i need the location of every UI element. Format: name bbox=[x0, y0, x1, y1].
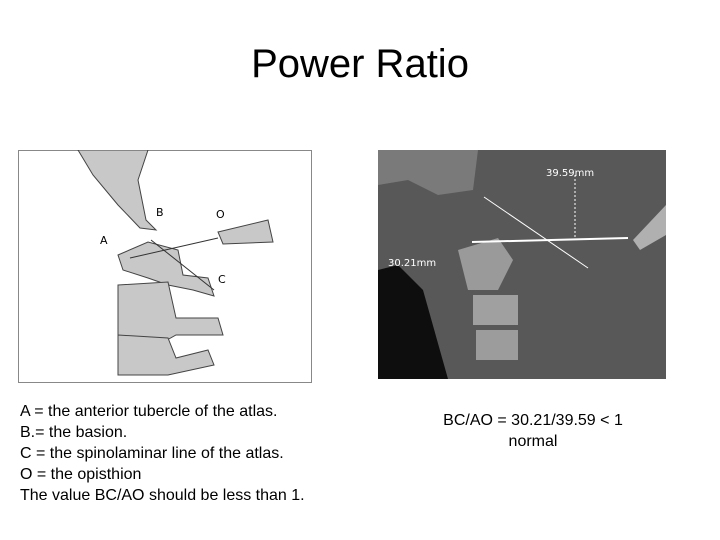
ao-label: 39.59mm bbox=[546, 168, 594, 179]
label-o: O bbox=[216, 208, 225, 221]
legend-line: The value BC/AO should be less than 1. bbox=[20, 487, 305, 504]
label-b: B bbox=[156, 206, 164, 219]
label-a: A bbox=[100, 234, 108, 247]
ao-line bbox=[129, 237, 219, 259]
label-c: C bbox=[218, 273, 226, 286]
bc-label: 30.21mm bbox=[388, 258, 436, 269]
skull-base bbox=[77, 150, 158, 231]
airway bbox=[378, 265, 448, 379]
c3-body bbox=[473, 295, 518, 325]
ct-scan: 39.59mm 30.21mm bbox=[378, 150, 666, 379]
legend-line: C = the spinolaminar line of the atlas. bbox=[20, 445, 284, 462]
c3 bbox=[117, 334, 215, 376]
opisthion bbox=[217, 219, 274, 245]
bc-line bbox=[150, 239, 215, 291]
spine-diagram: B O A C bbox=[18, 150, 312, 383]
legend-line: A = the anterior tubercle of the atlas. bbox=[20, 403, 278, 420]
slide-title: Power Ratio bbox=[251, 42, 469, 86]
bc-measure bbox=[483, 196, 589, 269]
result-line: BC/AO = 30.21/39.59 < 1 bbox=[443, 412, 623, 429]
occiput bbox=[633, 205, 666, 250]
ao-measure bbox=[471, 237, 629, 243]
c4-body bbox=[476, 330, 518, 360]
legend-text: A = the anterior tubercle of the atlas. … bbox=[20, 401, 305, 506]
result-line: normal bbox=[508, 433, 558, 450]
legend-line: O = the opisthion bbox=[20, 466, 142, 483]
dens bbox=[458, 238, 513, 290]
legend-line: B.= the basion. bbox=[20, 424, 128, 441]
result-text: BC/AO = 30.21/39.59 < 1 normal bbox=[413, 410, 653, 452]
skull bbox=[378, 150, 478, 195]
